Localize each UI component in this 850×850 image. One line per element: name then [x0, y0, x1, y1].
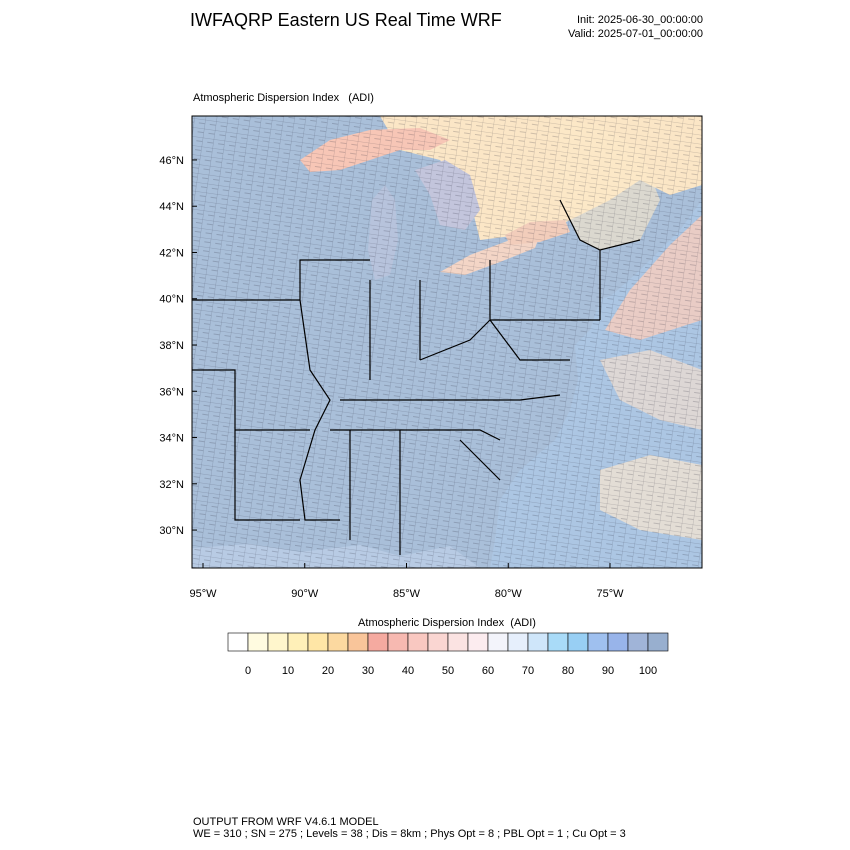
colorbar-box	[367, 632, 389, 652]
y-tick-label: 44°N	[159, 201, 184, 213]
colorbar-box	[507, 632, 529, 652]
colorbar-tick-label: 90	[602, 665, 614, 677]
colorbar-box	[607, 632, 629, 652]
y-tick-label: 30°N	[159, 525, 184, 537]
colorbar-tick-label: 50	[442, 665, 454, 677]
colorbar-box	[307, 632, 329, 652]
colorbar-title: Atmospheric Dispersion Index (ADI)	[358, 617, 536, 629]
colorbar-box	[267, 632, 289, 652]
colorbar-box	[467, 632, 489, 652]
colorbar-box	[287, 632, 309, 652]
colorbar-box	[627, 632, 649, 652]
colorbar-tick-label: 0	[245, 665, 251, 677]
state-lines	[192, 199, 641, 555]
map-subtitle: Atmospheric Dispersion Index (ADI)	[193, 92, 374, 104]
footer-line: OUTPUT FROM WRF V4.6.1 MODEL	[193, 816, 379, 828]
map	[192, 116, 702, 568]
title: IWFAQRP Eastern US Real Time WRF	[190, 10, 502, 30]
y-tick-label: 46°N	[159, 155, 184, 167]
colorbar-tick-label: 80	[562, 665, 574, 677]
init-time: Init: 2025-06-30_00:00:00	[577, 14, 703, 26]
y-tick-label: 34°N	[159, 433, 184, 445]
colorbar-box	[487, 632, 509, 652]
y-tick-label: 32°N	[159, 479, 184, 491]
colorbar-box	[327, 632, 349, 652]
y-tick-label: 42°N	[159, 247, 184, 259]
colorbar-tick-label: 10	[282, 665, 294, 677]
colorbar-box	[647, 632, 669, 652]
colorbar-box	[407, 632, 429, 652]
colorbar-box	[347, 632, 369, 652]
colorbar-box	[567, 632, 589, 652]
y-tick-label: 36°N	[159, 386, 184, 398]
y-tick-label: 40°N	[159, 294, 184, 306]
x-tick-label: 75°W	[596, 588, 624, 600]
colorbar-tick-label: 40	[402, 665, 414, 677]
x-tick-label: 85°W	[393, 588, 421, 600]
colorbar-box	[547, 632, 569, 652]
colorbar-tick-label: 70	[522, 665, 534, 677]
colorbar-box	[527, 632, 549, 652]
colorbar-box	[427, 632, 449, 652]
x-tick-label: 90°W	[291, 588, 319, 600]
colorbar-tick-label: 100	[639, 665, 657, 677]
colorbar-tick-label: 60	[482, 665, 494, 677]
footer-line: WE = 310 ; SN = 275 ; Levels = 38 ; Dis …	[193, 828, 626, 840]
colorbar-tick-label: 30	[362, 665, 374, 677]
county-lines	[192, 116, 702, 568]
colorbar-box	[247, 632, 269, 652]
y-tick-label: 38°N	[159, 340, 184, 352]
x-tick-label: 80°W	[495, 588, 523, 600]
colorbar-box	[447, 632, 469, 652]
colorbar-box	[387, 632, 409, 652]
colorbar-box	[227, 632, 249, 652]
x-tick-label: 95°W	[189, 588, 217, 600]
colorbar-box	[587, 632, 609, 652]
colorbar-tick-label: 20	[322, 665, 334, 677]
valid-time: Valid: 2025-07-01_00:00:00	[568, 28, 703, 40]
map-frame	[191, 115, 703, 569]
